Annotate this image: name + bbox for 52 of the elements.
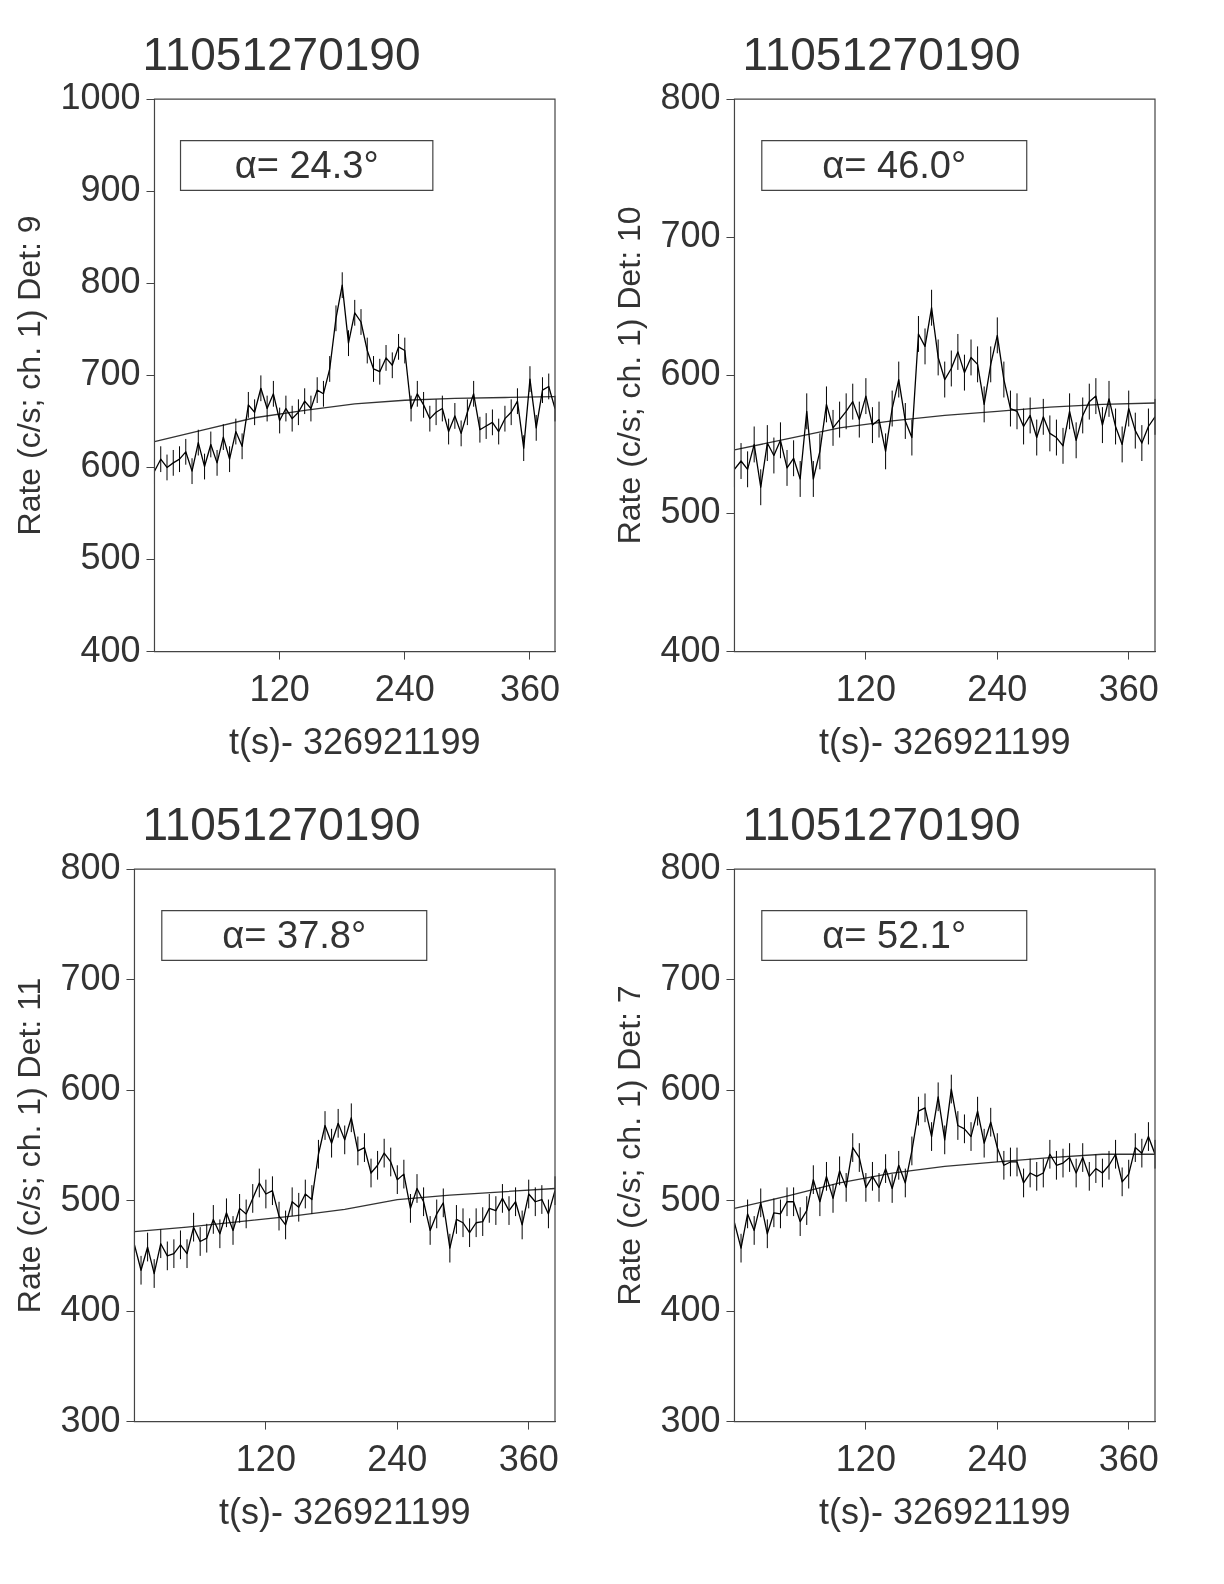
- y-tick-label: 600: [80, 444, 141, 486]
- y-tick-label: 600: [60, 1067, 121, 1109]
- y-tick-label: 700: [660, 956, 721, 998]
- y-tick-label: 400: [80, 628, 141, 670]
- x-tick-label: 360: [1098, 1438, 1159, 1480]
- x-tick-label: 240: [967, 668, 1028, 710]
- chart-title: 11051270190: [742, 28, 1021, 81]
- y-tick-label: 400: [60, 1288, 121, 1330]
- y-tick-label: 600: [660, 352, 721, 394]
- x-tick-label: 120: [249, 668, 310, 710]
- x-tick-label: 360: [499, 668, 561, 710]
- y-tick-label: 600: [660, 1067, 721, 1109]
- x-axis-title: t(s)- 326921199: [818, 1491, 1071, 1533]
- y-axis-title: Rate (c/s; ch. 1) Det: 11: [11, 977, 48, 1314]
- y-tick-label: 800: [80, 260, 141, 302]
- annotation: α= 52.1°: [822, 913, 967, 956]
- x-axis-title: t(s)- 326921199: [228, 721, 481, 763]
- x-tick-label: 360: [498, 1438, 559, 1480]
- y-axis-title: Rate (c/s; ch. 1) Det: 9: [11, 215, 48, 536]
- y-tick-label: 800: [60, 846, 121, 888]
- annotation: α= 46.0°: [822, 143, 967, 186]
- y-tick-label: 700: [660, 214, 721, 256]
- x-axis-title: t(s)- 326921199: [218, 1491, 471, 1533]
- chart-title: 11051270190: [742, 798, 1021, 851]
- y-tick-label: 500: [660, 1177, 721, 1219]
- chart-title: 11051270190: [142, 28, 421, 81]
- annotation: α= 37.8°: [222, 913, 367, 956]
- chart-title: 11051270190: [142, 798, 421, 851]
- x-tick-label: 120: [835, 668, 896, 710]
- y-tick-label: 400: [660, 628, 721, 670]
- x-tick-label: 240: [967, 1438, 1028, 1480]
- y-tick-label: 300: [60, 1398, 121, 1440]
- y-axis-title: Rate (c/s; ch. 1) Det: 7: [611, 985, 648, 1306]
- x-tick-label: 240: [367, 1438, 428, 1480]
- annotation: α= 24.3°: [234, 143, 379, 186]
- y-tick-label: 900: [80, 168, 141, 210]
- y-tick-label: 800: [660, 846, 721, 888]
- y-tick-label: 800: [660, 76, 721, 118]
- x-axis-title: t(s)- 326921199: [818, 721, 1071, 763]
- y-tick-label: 700: [60, 956, 121, 998]
- x-tick-label: 240: [374, 668, 435, 710]
- y-axis-title: Rate (c/s; ch. 1) Det: 10: [611, 206, 648, 545]
- y-tick-label: 500: [60, 1177, 121, 1219]
- x-tick-label: 360: [1098, 668, 1159, 710]
- x-tick-label: 120: [235, 1438, 296, 1480]
- y-tick-label: 1000: [60, 76, 141, 118]
- y-tick-label: 300: [660, 1398, 721, 1440]
- y-tick-label: 500: [80, 536, 141, 578]
- y-tick-label: 500: [660, 490, 721, 532]
- x-tick-label: 120: [835, 1438, 896, 1480]
- y-tick-label: 700: [80, 352, 141, 394]
- y-tick-label: 400: [660, 1288, 721, 1330]
